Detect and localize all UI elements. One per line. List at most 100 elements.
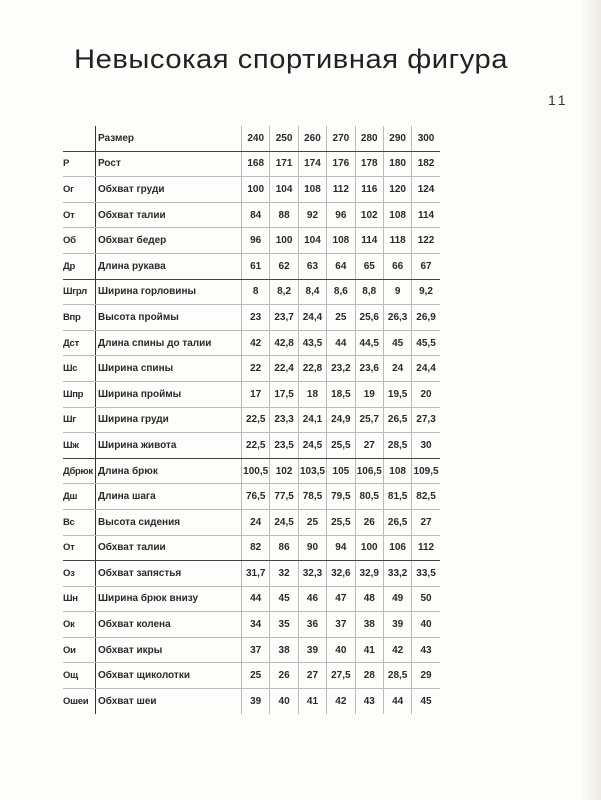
page-edge-shadow: [579, 0, 601, 800]
header-size: 270: [326, 126, 356, 152]
row-abbr: Шн: [63, 586, 96, 613]
row-value: 79,5: [326, 483, 356, 510]
row-value: 26,3: [382, 304, 412, 331]
row-value: 24,1: [297, 407, 327, 434]
row-value: 104: [269, 176, 299, 203]
row-value: 120: [382, 176, 412, 203]
header-abbr: [63, 126, 96, 152]
row-value: 180: [382, 151, 412, 178]
row-value: 48: [354, 586, 384, 613]
row-value: 108: [326, 227, 356, 254]
row-value: 43: [354, 688, 384, 714]
row-value: 34: [240, 611, 270, 638]
row-value: 30: [411, 432, 440, 459]
row-value: 26,5: [382, 509, 412, 536]
table-row: Шг Ширина груди 22,5 23,3 24,1 24,9 25,7 26,5 27…: [63, 407, 440, 434]
row-abbr: Ощ: [63, 662, 96, 690]
row-value: 37: [240, 637, 270, 664]
row-value: 18: [297, 381, 327, 408]
table-row: Шж Ширина живота 22,5 23,5 24,5 25,5 27 28,5 30: [63, 432, 440, 459]
row-value: 17: [240, 381, 270, 408]
table-row: Впр Высота проймы 23 23,7 24,4 25 25,6 26,3 26,9: [63, 304, 440, 331]
header-size-label: Размер: [95, 126, 242, 152]
row-name: Ширина проймы: [95, 381, 242, 408]
row-value: 20: [411, 381, 440, 408]
row-value: 38: [269, 637, 299, 664]
row-value: 174: [297, 151, 327, 178]
row-value: 100: [240, 176, 270, 203]
row-value: 78,5: [297, 483, 327, 510]
row-value: 33,5: [411, 560, 440, 587]
table-row: Шгрл Ширина горловины 8 8,2 8,4 8,6 8,8 9 9,2: [63, 279, 440, 306]
row-value: 112: [326, 176, 356, 203]
row-value: 118: [382, 227, 412, 254]
table-row: Дст Длина спины до талии 42 42,8 43,5 44 44,5 4…: [63, 330, 440, 357]
row-abbr: Ок: [63, 611, 96, 638]
row-value: 114: [411, 202, 440, 229]
row-value: 8,8: [354, 279, 384, 306]
row-name: Ширина горловины: [95, 279, 242, 306]
row-value: 26,5: [382, 407, 412, 434]
row-abbr: От: [63, 202, 96, 229]
row-name: Обхват груди: [95, 176, 242, 203]
row-value: 22,5: [240, 407, 270, 434]
row-abbr: Дш: [63, 483, 96, 510]
table-row: Ок Обхват колена 34 35 36 37 38 39 40: [63, 611, 440, 638]
row-value: 24: [240, 509, 270, 536]
row-value: 96: [240, 227, 270, 254]
row-value: 80,5: [354, 483, 384, 510]
row-value: 27: [411, 509, 440, 536]
row-value: 24,4: [297, 304, 327, 331]
row-value: 64: [326, 253, 356, 280]
row-value: 45: [411, 688, 440, 714]
row-value: 44: [326, 330, 356, 357]
row-value: 33,2: [382, 560, 412, 587]
row-value: 31,7: [240, 560, 270, 587]
row-abbr: Оз: [63, 560, 96, 587]
row-value: 63: [297, 253, 327, 280]
table-row: Ои Обхват икры 37 38 39 40 41 42 43: [63, 637, 440, 664]
row-value: 23,5: [269, 432, 299, 459]
row-name: Обхват талии: [95, 535, 242, 562]
row-abbr: Вс: [63, 509, 96, 536]
row-value: 8,6: [326, 279, 356, 306]
row-value: 32: [269, 560, 299, 587]
header-size: 280: [354, 126, 384, 152]
row-value: 103,5: [297, 458, 327, 485]
row-name: Длина брюк: [95, 458, 242, 485]
row-value: 100: [354, 535, 384, 562]
row-value: 43: [411, 637, 440, 664]
row-value: 36: [297, 611, 327, 638]
row-value: 24,5: [269, 509, 299, 536]
row-value: 25: [240, 662, 270, 690]
row-value: 24,5: [297, 432, 327, 459]
table-row: Вс Высота сидения 24 24,5 25 25,5 26 26,5 27: [63, 509, 440, 536]
row-value: 46: [297, 586, 327, 613]
row-value: 114: [354, 227, 384, 254]
row-value: 94: [326, 535, 356, 562]
row-value: 45: [269, 586, 299, 613]
page-title: Невысокая спортивная фигура: [74, 44, 509, 74]
row-value: 23: [240, 304, 270, 331]
row-name: Длина спины до талии: [95, 330, 242, 357]
row-value: 19: [354, 381, 384, 408]
header-size: 290: [382, 126, 412, 152]
row-value: 40: [411, 611, 440, 638]
row-value: 178: [354, 151, 384, 178]
page-number: 11: [548, 92, 569, 108]
row-value: 42: [326, 688, 356, 714]
row-name: Ширина живота: [95, 432, 242, 459]
row-value: 43,5: [297, 330, 327, 357]
table-row: Др Длина рукава 61 62 63 64 65 66 67: [63, 253, 440, 280]
header-size: 300: [411, 126, 440, 152]
row-value: 32,3: [297, 560, 327, 587]
row-value: 32,6: [326, 560, 356, 587]
row-value: 24: [382, 355, 412, 382]
row-value: 100,5: [240, 458, 270, 485]
row-value: 49: [382, 586, 412, 613]
row-value: 61: [240, 253, 270, 280]
row-value: 29: [411, 662, 440, 690]
table-row: Ог Обхват груди 100 104 108 112 116 120 124: [63, 176, 440, 203]
row-value: 44: [240, 586, 270, 613]
row-value: 92: [297, 202, 327, 229]
